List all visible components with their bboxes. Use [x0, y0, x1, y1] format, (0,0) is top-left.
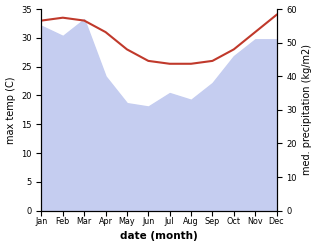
Y-axis label: med. precipitation (kg/m2): med. precipitation (kg/m2): [302, 44, 313, 175]
Y-axis label: max temp (C): max temp (C): [5, 76, 16, 144]
X-axis label: date (month): date (month): [120, 231, 198, 242]
